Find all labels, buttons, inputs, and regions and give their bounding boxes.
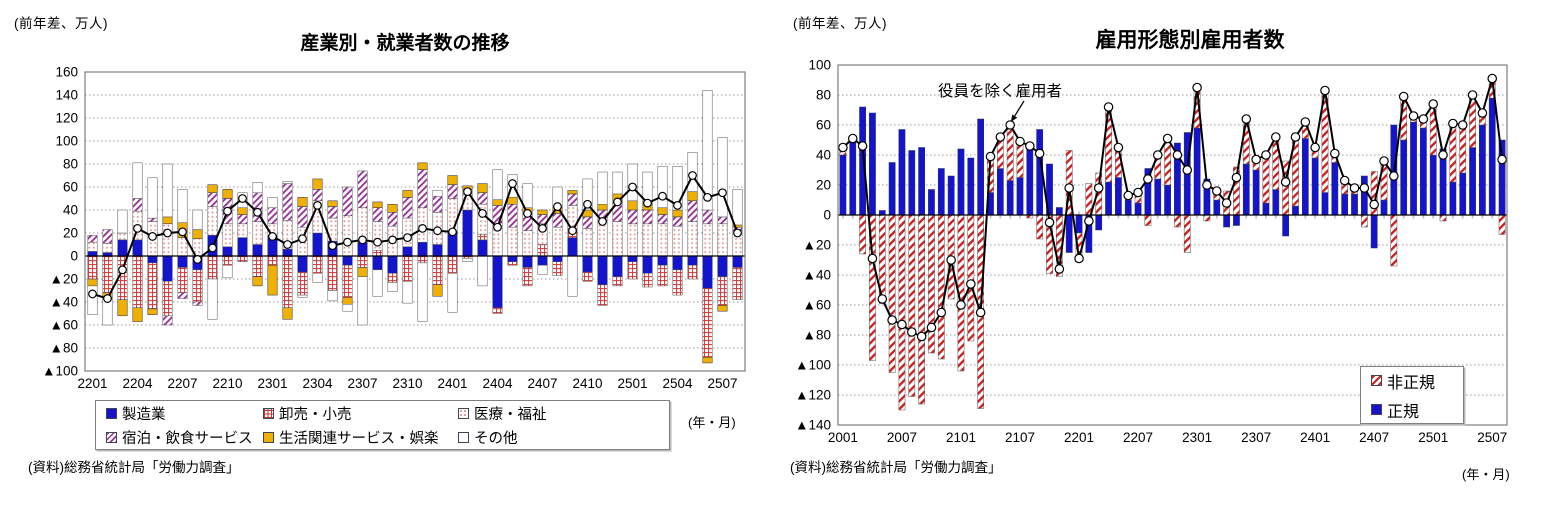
svg-text:▲20: ▲20: [803, 238, 831, 253]
svg-text:▲60: ▲60: [50, 318, 78, 333]
svg-text:100: 100: [808, 58, 831, 73]
svg-text:2301: 2301: [257, 376, 287, 391]
svg-text:140: 140: [55, 88, 78, 103]
svg-text:60: 60: [816, 118, 831, 133]
svg-text:2307: 2307: [1241, 430, 1271, 445]
svg-text:100: 100: [55, 134, 78, 149]
legend-item-regular: 正規: [1371, 398, 1463, 422]
accommodation-food-swatch-icon: [106, 431, 117, 443]
svg-text:2507: 2507: [1477, 430, 1507, 445]
svg-text:2410: 2410: [572, 376, 602, 391]
svg-text:120: 120: [55, 111, 78, 126]
svg-text:2501: 2501: [1418, 430, 1448, 445]
legend-label: 宿泊・飲食サービス: [122, 430, 253, 447]
svg-text:▲60: ▲60: [803, 298, 831, 313]
svg-text:2207: 2207: [167, 376, 197, 391]
wholesale-retail-swatch-icon: [263, 407, 274, 419]
svg-text:2401: 2401: [1300, 430, 1330, 445]
legend-label: 非正規: [1387, 374, 1436, 392]
svg-text:2504: 2504: [662, 376, 693, 391]
svg-text:0: 0: [70, 249, 78, 264]
legend-item-manufacturing: 製造業: [106, 403, 263, 424]
legend-label: 医療・福祉: [474, 406, 547, 423]
legend-item-medical-welfare: 医療・福祉: [458, 403, 669, 424]
svg-text:2310: 2310: [392, 376, 422, 391]
svg-text:▲80: ▲80: [50, 341, 78, 356]
legend-label: その他: [474, 430, 518, 447]
annotation-label: 役員を除く雇用者: [938, 82, 1062, 100]
svg-text:▲100: ▲100: [795, 358, 831, 373]
svg-text:40: 40: [63, 203, 78, 218]
left-source: (資料)総務省統計局「労働力調査」: [28, 460, 240, 475]
svg-text:0: 0: [823, 208, 831, 223]
right-unit-label: (前年差、万人): [793, 16, 887, 31]
svg-text:2107: 2107: [1005, 430, 1035, 445]
svg-text:2401: 2401: [437, 376, 467, 391]
svg-text:2304: 2304: [302, 376, 333, 391]
svg-text:20: 20: [63, 226, 78, 241]
svg-text:2307: 2307: [347, 376, 377, 391]
svg-text:2407: 2407: [1359, 430, 1389, 445]
svg-text:2210: 2210: [212, 376, 242, 391]
legend-label: 正規: [1387, 403, 1420, 421]
svg-text:▲40: ▲40: [50, 295, 78, 310]
svg-text:20: 20: [816, 178, 831, 193]
life-services-swatch-icon: [263, 431, 274, 443]
manufacturing-swatch-icon: [106, 407, 117, 419]
svg-text:▲120: ▲120: [795, 388, 831, 403]
svg-text:80: 80: [816, 88, 831, 103]
svg-text:▲80: ▲80: [803, 328, 831, 343]
left-axis-unit: (年・月): [688, 415, 736, 430]
svg-text:▲140: ▲140: [795, 418, 831, 433]
svg-text:2101: 2101: [946, 430, 976, 445]
regular-swatch-icon: [1371, 404, 1382, 415]
svg-text:2207: 2207: [1123, 430, 1153, 445]
left-chart-title: 産業別・就業者数の推移: [300, 33, 510, 54]
svg-text:▲40: ▲40: [803, 268, 831, 283]
svg-text:80: 80: [63, 157, 78, 172]
svg-text:160: 160: [55, 65, 78, 80]
employment-type-legend: 非正規 正規: [1360, 366, 1464, 424]
medical-welfare-swatch-icon: [458, 407, 469, 419]
right-axis-unit: (年・月): [1462, 467, 1510, 482]
svg-text:2201: 2201: [77, 376, 107, 391]
industry-legend: 製造業 卸売・小売 医療・福祉 宿泊・飲食サービス 生活関連サービス・娯楽 その…: [95, 400, 670, 450]
right-source: (資料)総務省統計局「労働力調査」: [790, 460, 1002, 475]
svg-text:40: 40: [816, 148, 831, 163]
svg-text:2007: 2007: [887, 430, 917, 445]
svg-text:2407: 2407: [527, 376, 557, 391]
svg-text:60: 60: [63, 180, 78, 195]
svg-text:▲20: ▲20: [50, 272, 78, 287]
legend-item-others: その他: [458, 427, 669, 448]
legend-item-life-services: 生活関連サービス・娯楽: [263, 427, 458, 448]
legend-label: 卸売・小売: [279, 406, 352, 423]
others-swatch-icon: [458, 431, 469, 443]
svg-text:2201: 2201: [1064, 430, 1094, 445]
svg-text:2001: 2001: [828, 430, 858, 445]
legend-item-wholesale-retail: 卸売・小売: [263, 403, 458, 424]
legend-item-accommodation-food: 宿泊・飲食サービス: [106, 427, 263, 448]
legend-item-non-regular: 非正規: [1371, 369, 1463, 393]
svg-text:2507: 2507: [707, 376, 737, 391]
left-unit-label: (前年差、万人): [14, 16, 108, 31]
svg-text:2301: 2301: [1182, 430, 1212, 445]
legend-label: 製造業: [122, 406, 166, 423]
svg-text:▲100: ▲100: [42, 364, 78, 379]
right-chart-title: 雇用形態別雇用者数: [1095, 29, 1285, 52]
svg-text:2404: 2404: [482, 376, 513, 391]
svg-text:2204: 2204: [122, 376, 153, 391]
non-regular-swatch-icon: [1371, 375, 1382, 386]
legend-label: 生活関連サービス・娯楽: [279, 430, 439, 447]
svg-text:2501: 2501: [617, 376, 647, 391]
